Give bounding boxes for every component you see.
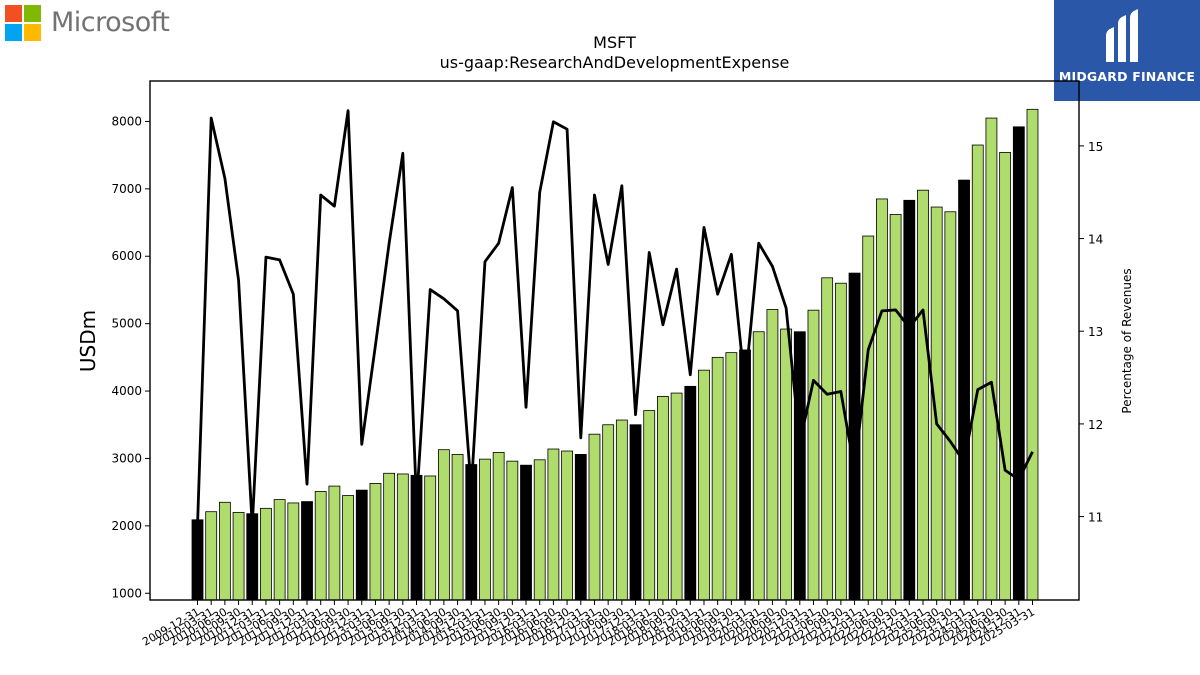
y2-tick-label: 13 xyxy=(1088,325,1103,339)
quarter-bar xyxy=(766,309,779,601)
quarter-bar xyxy=(383,472,396,601)
midgard-emblem-icon xyxy=(1106,9,1138,62)
quarter-bar xyxy=(670,392,683,601)
quarter-bar xyxy=(971,144,984,601)
quarter-bar xyxy=(287,502,300,601)
plot-frame xyxy=(149,80,1080,601)
y-tick-label: 5000 xyxy=(111,317,142,331)
quarter-bar xyxy=(396,473,409,601)
annual-bar xyxy=(301,501,313,601)
annual-bar xyxy=(574,454,587,601)
y2-tick-label: 12 xyxy=(1088,418,1103,432)
quarter-bar xyxy=(725,352,738,601)
y-tick-label: 3000 xyxy=(111,451,142,465)
right-axis-ticks: 11 12 13 14 15 xyxy=(1079,140,1103,525)
midgard-wordmark: MIDGARD FINANCE xyxy=(1058,69,1196,84)
annual-bar xyxy=(191,519,204,601)
y-tick-label: 8000 xyxy=(111,114,142,128)
quarter-bar xyxy=(711,356,724,601)
x-axis-ticks: 2009-12-312010-03-312010-06-302010-09-30… xyxy=(140,600,1037,649)
annual-bar xyxy=(684,385,697,601)
annual-bar xyxy=(793,331,806,601)
quarter-bar xyxy=(342,495,354,601)
annual-bar xyxy=(1012,126,1025,601)
quarter-bar xyxy=(821,277,834,601)
quarter-bar xyxy=(328,485,341,601)
annual-bar xyxy=(355,489,368,601)
quarter-bar xyxy=(834,282,847,601)
annual-bar xyxy=(520,464,532,601)
quarter-bar xyxy=(862,235,875,601)
y2-tick-label: 15 xyxy=(1088,140,1103,154)
quarter-bar xyxy=(780,328,793,601)
quarter-bar xyxy=(437,449,450,601)
chart-title: MSFT xyxy=(593,33,636,52)
bars-layer xyxy=(191,108,1039,601)
quarter-bar xyxy=(533,459,546,601)
quarter-bar xyxy=(506,460,519,601)
quarter-bar xyxy=(492,451,505,601)
left-axis-ticks: 1000 2000 3000 4000 5000 6000 7000 8000 xyxy=(111,114,150,600)
quarter-bar xyxy=(698,369,710,601)
quarter-bar xyxy=(479,458,491,601)
quarter-bar xyxy=(232,511,245,601)
logo-square-yellow xyxy=(24,24,41,41)
quarter-bar xyxy=(205,511,218,601)
y2-axis-label: Percentage of Revenues xyxy=(1120,268,1134,413)
quarter-bar xyxy=(369,482,382,601)
percentage-of-revenues-line xyxy=(196,109,1034,528)
quarter-bar xyxy=(889,214,902,601)
quarter-bar xyxy=(1026,108,1039,601)
logo-square-red xyxy=(5,5,22,22)
y2-tick-label: 11 xyxy=(1088,511,1103,525)
quarter-bar xyxy=(752,331,765,601)
quarter-bar xyxy=(876,198,888,601)
y-tick-label: 2000 xyxy=(111,519,142,533)
annual-bar xyxy=(958,179,970,601)
quarter-bar xyxy=(451,454,464,601)
y-tick-label: 6000 xyxy=(111,249,142,263)
y-tick-label: 1000 xyxy=(111,586,142,600)
quarter-bar xyxy=(657,396,669,601)
quarter-bar xyxy=(424,475,437,601)
quarter-bar xyxy=(615,419,628,601)
microsoft-logo: Microsoft xyxy=(5,5,185,45)
logo-square-blue xyxy=(5,24,22,41)
y-tick-label: 4000 xyxy=(111,384,142,398)
y-axis-label: USDm xyxy=(76,310,100,372)
quarter-bar xyxy=(273,499,286,601)
quarter-bar xyxy=(602,424,615,601)
microsoft-wordmark: Microsoft xyxy=(51,7,170,38)
y-tick-label: 7000 xyxy=(111,182,142,196)
annual-bar xyxy=(903,199,916,601)
quarter-bar xyxy=(218,501,231,601)
quarter-bar xyxy=(985,117,998,601)
quarter-bar xyxy=(260,507,272,601)
quarter-bar xyxy=(314,491,327,601)
chart-subtitle: us-gaap:ResearchAndDevelopmentExpense xyxy=(440,53,790,72)
quarter-bar xyxy=(999,152,1012,601)
annual-bar xyxy=(629,424,642,601)
quarter-bar xyxy=(944,211,957,601)
quarter-bar xyxy=(561,450,573,601)
quarter-bar xyxy=(807,309,820,601)
quarter-bar xyxy=(643,410,656,601)
midgard-finance-logo: MIDGARD FINANCE xyxy=(1054,0,1200,101)
quarter-bar xyxy=(917,189,929,601)
logo-square-green xyxy=(24,5,41,22)
y2-tick-label: 14 xyxy=(1088,233,1103,247)
quarter-bar xyxy=(547,448,560,601)
quarter-bar xyxy=(588,433,601,601)
